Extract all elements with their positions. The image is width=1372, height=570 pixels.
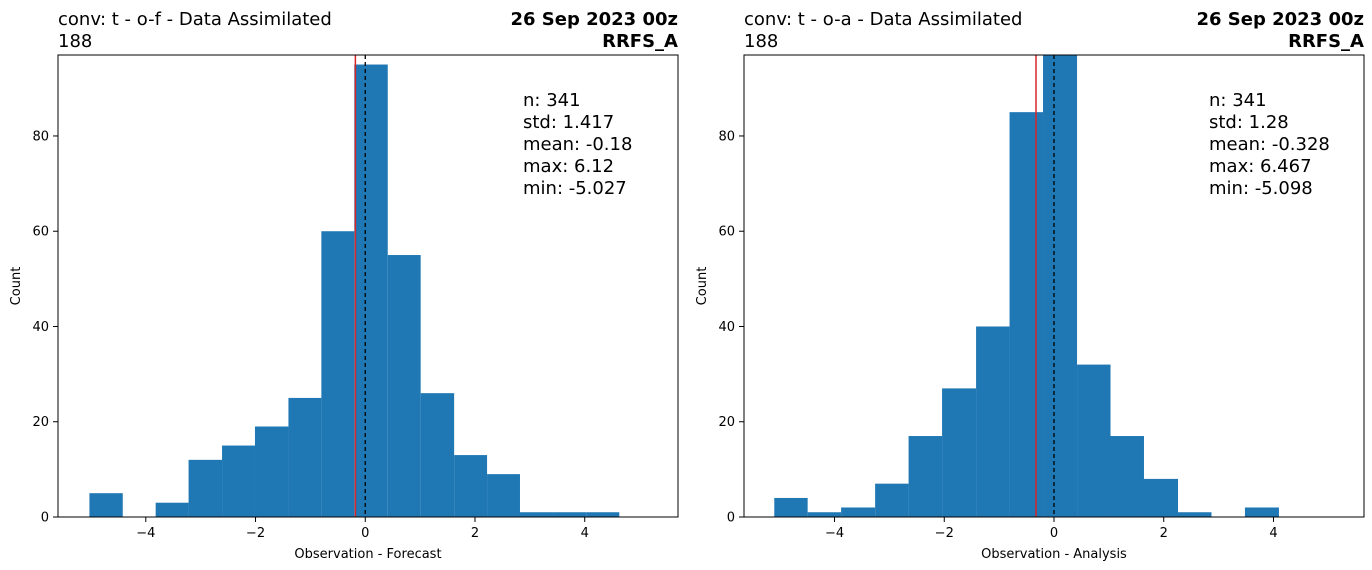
stats-line: n: 341	[523, 90, 581, 111]
histogram-bar	[321, 231, 355, 517]
histogram-bar	[908, 436, 943, 517]
chart-subtitle: 188	[58, 31, 92, 52]
histogram-bar	[254, 426, 289, 517]
histogram-bar	[1043, 55, 1078, 517]
x-tick-label: 4	[581, 526, 589, 541]
stats-line: n: 341	[1209, 90, 1267, 111]
histogram-bar	[454, 455, 488, 517]
x-tick-label: 0	[361, 526, 369, 541]
y-axis-label: Count	[9, 267, 24, 306]
histogram-bar	[586, 512, 620, 517]
plot-area	[89, 55, 620, 517]
histogram-bar	[1009, 112, 1044, 517]
histogram-bar	[1110, 436, 1144, 517]
x-tick-label: 0	[1050, 526, 1058, 541]
stats-line: max: 6.12	[523, 156, 614, 177]
y-tick-label: 60	[718, 225, 735, 240]
y-tick-label: 80	[718, 129, 735, 144]
stats-line: min: -5.098	[1209, 178, 1313, 199]
histogram-bar	[976, 326, 1010, 517]
date-label: 26 Sep 2023 00z	[1196, 9, 1364, 30]
histogram-bar	[841, 507, 876, 517]
chart-title: conv: t - o-a - Data Assimilated	[744, 9, 1022, 30]
histogram-bar	[553, 512, 587, 517]
y-tick-label: 40	[32, 320, 49, 335]
stats-line: max: 6.467	[1209, 156, 1312, 177]
histogram-bar	[420, 393, 455, 517]
x-tick-label: 4	[1269, 526, 1277, 541]
histogram-bar	[774, 497, 808, 517]
model-label: RRFS_A	[1288, 31, 1364, 52]
y-tick-label: 0	[727, 511, 735, 526]
x-tick-label: 2	[471, 526, 479, 541]
histogram-bar	[519, 512, 554, 517]
y-tick-label: 40	[718, 320, 735, 335]
stats-line: mean: -0.18	[523, 134, 632, 155]
histogram-bar	[155, 502, 189, 517]
histogram-bar	[1143, 478, 1178, 517]
histogram-bar	[942, 388, 977, 517]
stats-line: min: -5.027	[523, 178, 627, 199]
x-tick-label: −4	[136, 526, 155, 541]
y-tick-label: 80	[32, 129, 49, 144]
histogram-bar	[1244, 507, 1279, 517]
histogram-bar	[387, 255, 421, 517]
histogram-bar	[89, 493, 123, 517]
date-label: 26 Sep 2023 00z	[510, 9, 678, 30]
plot-area	[774, 55, 1279, 517]
histogram-bar	[487, 474, 520, 517]
x-tick-label: −4	[825, 526, 844, 541]
model-label: RRFS_A	[602, 31, 678, 52]
histogram-bar	[288, 397, 322, 517]
histogram-bar	[188, 459, 223, 517]
x-tick-label: −2	[246, 526, 265, 541]
histogram-bar	[875, 483, 909, 517]
y-tick-label: 20	[32, 415, 49, 430]
y-tick-label: 0	[41, 511, 49, 526]
x-tick-label: −2	[935, 526, 954, 541]
y-tick-label: 60	[32, 225, 49, 240]
stats-line: mean: -0.328	[1209, 134, 1330, 155]
chart-subtitle: 188	[744, 31, 778, 52]
histogram-bar	[807, 512, 842, 517]
x-tick-label: 2	[1160, 526, 1168, 541]
x-axis-label: Observation - Analysis	[981, 547, 1127, 562]
y-tick-label: 20	[718, 415, 735, 430]
histogram-bar	[354, 64, 388, 517]
x-axis-label: Observation - Forecast	[294, 547, 441, 562]
histogram-bar	[1178, 512, 1212, 517]
y-axis-label: Count	[695, 267, 710, 306]
histogram-bar	[222, 445, 255, 517]
stats-line: std: 1.28	[1209, 112, 1289, 133]
chart-title: conv: t - o-f - Data Assimilated	[58, 9, 332, 30]
histogram-bar	[1077, 364, 1111, 517]
stats-line: std: 1.417	[523, 112, 614, 133]
axes-frame	[57, 54, 679, 518]
